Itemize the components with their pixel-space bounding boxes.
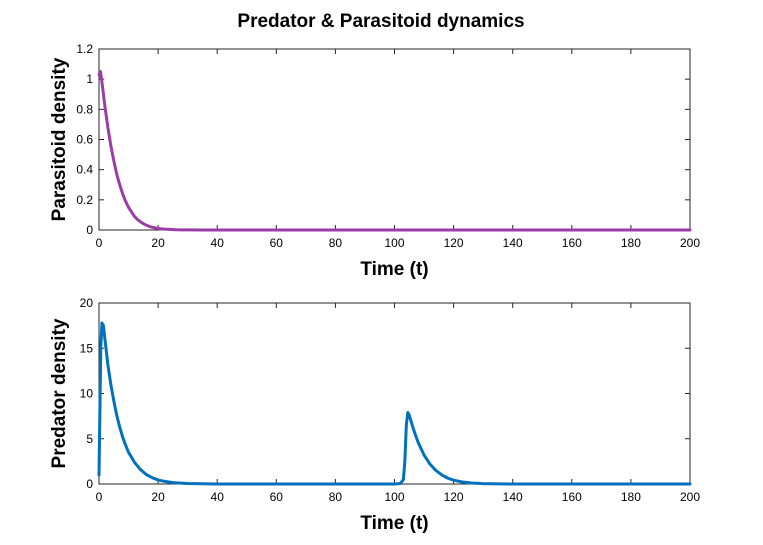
predator-xtick-label: 80	[329, 490, 343, 504]
predator-xtick-label: 180	[621, 490, 641, 504]
parasitoid-ytick-label: 0.6	[76, 133, 93, 147]
parasitoid-xtick-label: 200	[680, 236, 700, 250]
predator-plot: 0 20 40 60 80 100 120 140 160 180 200 0 5 10 15 20 Time …	[49, 296, 700, 534]
predator-axes-frame	[98, 302, 691, 485]
predator-xtick-label: 100	[384, 490, 404, 504]
parasitoid-ytick-label: 0.2	[76, 193, 93, 207]
predator-xtick-label: 20	[151, 490, 165, 504]
predator-xtick-label: 140	[503, 490, 523, 504]
parasitoid-ytick-label: 1.2	[76, 42, 93, 56]
parasitoid-axes-frame	[98, 48, 691, 231]
predator-ytick-label: 0	[86, 477, 93, 491]
parasitoid-ytick-label: 0	[86, 223, 93, 237]
figure-title: Predator & Parasitoid dynamics	[237, 11, 524, 32]
parasitoid-xtick-label: 20	[151, 236, 165, 250]
parasitoid-ytick-label: 1	[86, 72, 93, 86]
predator-xtick-label: 200	[680, 490, 700, 504]
parasitoid-xtick-label: 180	[621, 236, 641, 250]
predator-y-axis-label: Predator density	[49, 318, 70, 468]
predator-xtick-label: 40	[211, 490, 225, 504]
parasitoid-plot: 0 20 40 60 80 100 120 140 160 180 200 0 0.2 0.4 0.6 0.8…	[49, 42, 700, 280]
parasitoid-y-axis-label: Parasitoid density	[49, 57, 70, 221]
predator-ytick-label: 20	[80, 296, 94, 310]
parasitoid-series-line	[97, 70, 692, 232]
parasitoid-xtick-label: 100	[384, 236, 404, 250]
predator-x-axis-label: Time (t)	[360, 513, 428, 534]
parasitoid-xtick-label: 60	[270, 236, 284, 250]
predator-ytick-label: 5	[86, 432, 93, 446]
parasitoid-ytick-label: 0.4	[76, 163, 93, 177]
parasitoid-xtick-label: 40	[211, 236, 225, 250]
predator-xtick-label: 0	[96, 490, 103, 504]
parasitoid-ytick-label: 0.8	[76, 102, 93, 116]
predator-ytick-label: 10	[80, 387, 94, 401]
parasitoid-xtick-label: 80	[329, 236, 343, 250]
parasitoid-xtick-label: 0	[96, 236, 103, 250]
predator-xtick-label: 160	[562, 490, 582, 504]
predator-xtick-label: 120	[444, 490, 464, 504]
predator-series-line	[97, 321, 692, 486]
parasitoid-xtick-label: 120	[444, 236, 464, 250]
parasitoid-x-axis-label: Time (t)	[360, 259, 428, 280]
parasitoid-xtick-label: 160	[562, 236, 582, 250]
parasitoid-xtick-label: 140	[503, 236, 523, 250]
predator-ytick-label: 15	[80, 341, 94, 355]
predator-xtick-label: 60	[270, 490, 284, 504]
